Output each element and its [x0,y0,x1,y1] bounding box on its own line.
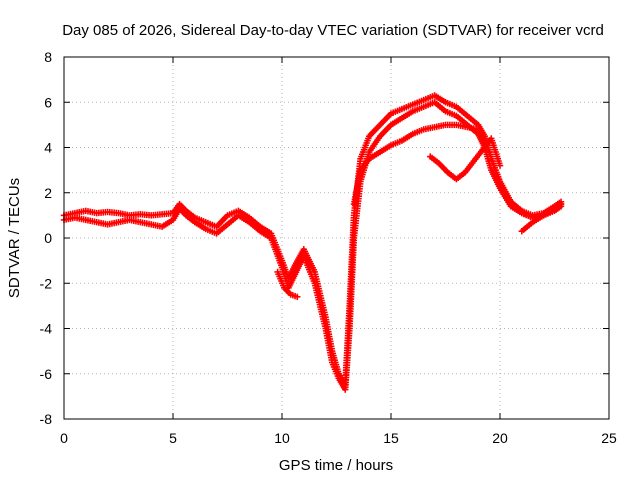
y-tick-labels: -8 -6 -4 -2 0 2 4 6 8 [40,49,53,427]
y-tick-label: 4 [44,140,52,156]
y-tick-label: -8 [40,411,53,427]
y-axis-label: SDTVAR / TECUs [6,178,23,298]
x-tick-labels: 0 5 10 15 20 25 [60,430,617,446]
y-tick-label: -2 [40,275,53,291]
series-trace-3 [350,121,565,221]
series-trace-4 [427,135,504,183]
data-point [496,162,504,169]
data-point [557,200,565,208]
x-tick-label: 15 [383,430,399,446]
data-points [60,92,565,393]
x-tick-label: 20 [492,430,508,446]
data-point [294,293,301,301]
y-tick-label: 6 [44,94,52,110]
y-tick-label: 2 [44,185,52,201]
grid-lines [64,57,609,419]
x-tick-label: 25 [601,430,617,446]
x-tick-label: 0 [60,430,68,446]
plot-frame [63,56,610,420]
series-trace-5 [274,268,301,301]
chart-title: Day 085 of 2026, Sidereal Day-to-day VTE… [62,22,604,39]
x-tick-label: 5 [169,430,177,446]
x-axis-label: GPS time / hours [279,457,393,474]
y-tick-label: 8 [44,49,52,65]
x-tick-label: 10 [274,430,290,446]
y-tick-label: -4 [40,321,53,337]
y-tick-label: 0 [44,230,52,246]
series-trace-6 [518,200,565,235]
y-tick-label: -6 [40,366,53,382]
series-trace-1 [60,92,565,389]
